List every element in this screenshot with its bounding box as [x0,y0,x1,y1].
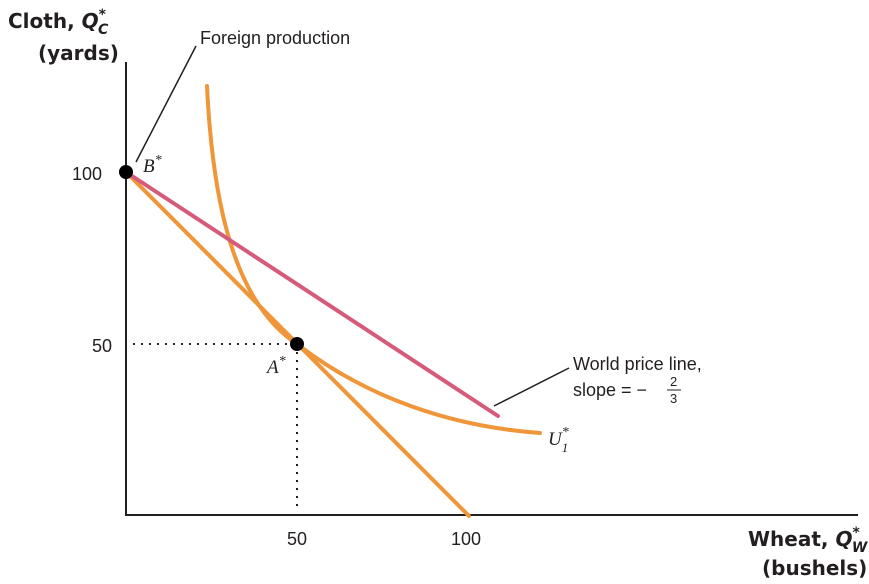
y-axis-title: Cloth, Q* C [8,7,109,38]
slope-numerator: 2 [670,374,677,389]
y-axis-units: (yards) [38,41,119,65]
y-tick-label-50: 50 [92,336,112,356]
foreign-production-annotation: Foreign production [200,28,350,48]
x-axis-units: (bushels) [762,556,867,580]
foreign-production-leader [135,45,197,163]
world-price-line-annotation: World price line, [573,354,702,374]
slope-denominator: 3 [670,391,677,406]
world-price-line-leader [493,367,570,407]
world-price-line [124,170,500,418]
point-b-label: B* [143,153,162,177]
point-a-star [290,337,304,351]
x-tick-label-50: 50 [287,529,307,549]
y-tick-label-100: 100 [72,164,102,184]
indifference-curve-label: U* 1 [548,425,569,455]
x-tick-label-100: 100 [451,529,481,549]
x-axis-title: Wheat, Q* W [748,525,868,556]
point-a-label: A* [265,354,286,378]
point-b-star [119,165,133,179]
slope-annotation: slope = − [573,380,647,400]
